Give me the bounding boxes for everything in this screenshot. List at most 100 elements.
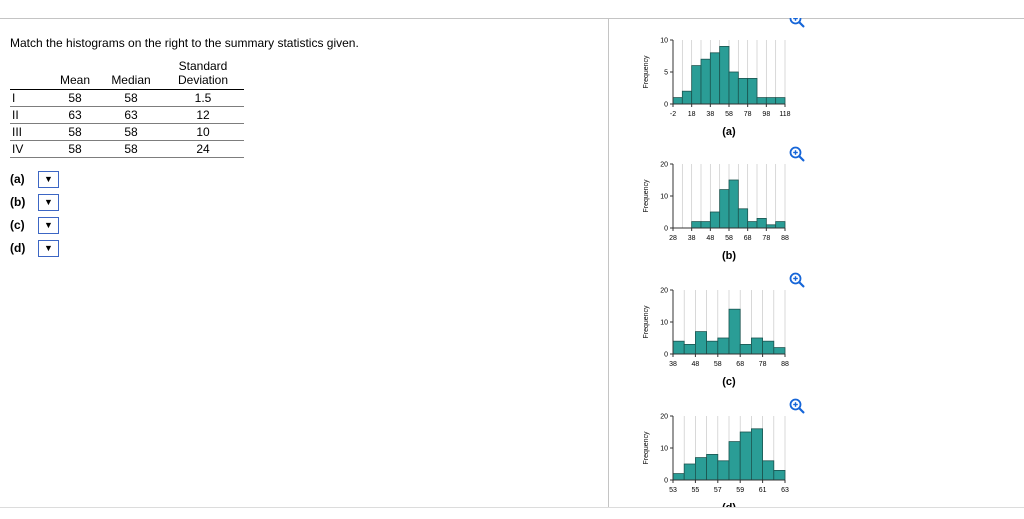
x-tick-label: 18: [688, 111, 696, 118]
x-tick-label: 48: [706, 235, 714, 242]
sd-value: 24: [162, 140, 244, 158]
histogram-bar: [762, 460, 775, 481]
x-tick-label: 38: [706, 111, 714, 118]
histogram-block-a: 0 5 10 -2 18 38 58 78 98 118 Frequency (a): [639, 18, 829, 148]
histogram-bar: [672, 97, 683, 105]
x-tick-label: 38: [688, 235, 696, 242]
y-tick-label: 0: [664, 102, 668, 109]
mean-value: 58: [50, 123, 100, 141]
answer-row-c: (c) ▼: [10, 216, 59, 234]
histogram-caption-d: (d): [639, 502, 819, 507]
y-tick-label: 20: [660, 162, 668, 169]
histogram-bar: [775, 97, 786, 105]
histogram-bar: [691, 221, 702, 229]
row-label: II: [10, 106, 50, 124]
x-tick-label: 28: [669, 235, 677, 242]
answer-label-c: (c): [10, 218, 25, 232]
dropdown-arrow-icon: ▼: [44, 219, 53, 230]
histogram-block-d: 0 10 20 53 55 57 59 61 63 Frequency (d): [639, 398, 829, 507]
x-tick-label: 59: [736, 487, 744, 494]
histogram-bar: [747, 78, 758, 105]
dropdown-arrow-icon: ▼: [44, 173, 53, 184]
y-tick-label: 10: [660, 194, 668, 201]
x-tick-label: 55: [692, 487, 700, 494]
median-value: 58: [100, 140, 162, 158]
histograms-panel: 0 5 10 -2 18 38 58 78 98 118 Frequency (a) 0 10 20 28…: [609, 18, 1024, 507]
histogram-bar: [672, 340, 685, 355]
x-tick-label: 98: [762, 111, 770, 118]
histogram-bar: [751, 428, 764, 481]
answer-label-b: (b): [10, 195, 26, 209]
zoom-icon[interactable]: [789, 272, 805, 288]
x-tick-label: -2: [670, 111, 676, 118]
sd-value: 12: [162, 106, 244, 124]
histogram-a: 0 5 10 -2 18 38 58 78 98 118 Frequency: [643, 38, 791, 119]
histogram-bar: [709, 211, 721, 229]
histogram-bar: [775, 221, 786, 229]
y-axis-label: Frequency: [643, 179, 650, 213]
histogram-b: 0 10 20 28 38 48 58 68 78 88 Frequency: [643, 162, 789, 243]
x-tick-label: 68: [744, 235, 752, 242]
y-tick-label: 10: [660, 38, 668, 45]
histogram-bar: [717, 337, 730, 355]
histogram-bar: [683, 344, 696, 355]
table-row: III 58 58 10: [10, 123, 244, 141]
histogram-bar: [695, 331, 708, 355]
x-tick-label: 38: [669, 361, 677, 368]
histogram-caption-c: (c): [722, 376, 736, 388]
median-value: 63: [100, 106, 162, 124]
zoom-icon[interactable]: [789, 398, 805, 414]
histogram-bar: [737, 78, 749, 105]
answer-label-a: (a): [10, 172, 25, 186]
answer-select-a[interactable]: ▼: [38, 170, 59, 188]
answer-select-d[interactable]: ▼: [38, 239, 59, 257]
x-tick-label: 88: [781, 235, 789, 242]
x-tick-label: 61: [759, 487, 767, 494]
histogram-block-b: 0 10 20 28 38 48 58 68 78 88 Frequency (b): [639, 146, 829, 272]
y-tick-label: 0: [664, 478, 668, 485]
x-tick-label: 58: [714, 361, 722, 368]
table-row: IV 58 58 24: [10, 140, 244, 158]
histogram-bar: [672, 473, 685, 481]
table-row: II 63 63 12: [10, 106, 244, 124]
y-tick-label: 10: [660, 446, 668, 453]
histogram-bar: [728, 179, 739, 229]
y-tick-label: 10: [660, 320, 668, 327]
y-tick-label: 5: [664, 70, 668, 77]
histogram-bar: [737, 208, 749, 229]
histogram-bar: [681, 90, 693, 105]
mean-value: 58: [50, 140, 100, 158]
y-tick-label: 0: [664, 226, 668, 233]
histogram-bar: [765, 97, 777, 105]
dropdown-arrow-icon: ▼: [44, 196, 53, 207]
y-tick-label: 0: [664, 352, 668, 359]
histogram-bar: [700, 221, 711, 229]
zoom-icon[interactable]: [789, 146, 805, 162]
dropdown-arrow-icon: ▼: [44, 242, 53, 253]
x-tick-label: 118: [779, 111, 790, 118]
bottom-divider: [0, 507, 1024, 508]
x-tick-label: 88: [781, 361, 789, 368]
histogram-caption-a: (a): [722, 126, 736, 138]
histogram-bar: [756, 97, 767, 105]
x-tick-label: 68: [736, 361, 744, 368]
histogram-bar: [773, 470, 786, 481]
y-axis-label: Frequency: [643, 431, 650, 465]
sd-value: 1.5: [162, 89, 244, 107]
median-value: 58: [100, 89, 162, 107]
histogram-bar: [709, 52, 721, 105]
mean-value: 63: [50, 106, 100, 124]
histogram-bar: [717, 460, 730, 481]
answer-row-d: (d) ▼: [10, 239, 59, 257]
answer-select-b[interactable]: ▼: [38, 193, 59, 211]
y-tick-label: 20: [660, 288, 668, 295]
zoom-icon[interactable]: [789, 18, 805, 28]
y-tick-label: 20: [660, 414, 668, 421]
histogram-bar: [739, 431, 752, 481]
histogram-bar: [747, 221, 758, 229]
col-header-standard-deviation: Standard Deviation: [162, 58, 244, 90]
col-header-median: Median: [100, 58, 162, 90]
top-divider: [0, 18, 1024, 19]
answer-select-c[interactable]: ▼: [38, 216, 59, 234]
histogram-bar: [719, 189, 730, 229]
